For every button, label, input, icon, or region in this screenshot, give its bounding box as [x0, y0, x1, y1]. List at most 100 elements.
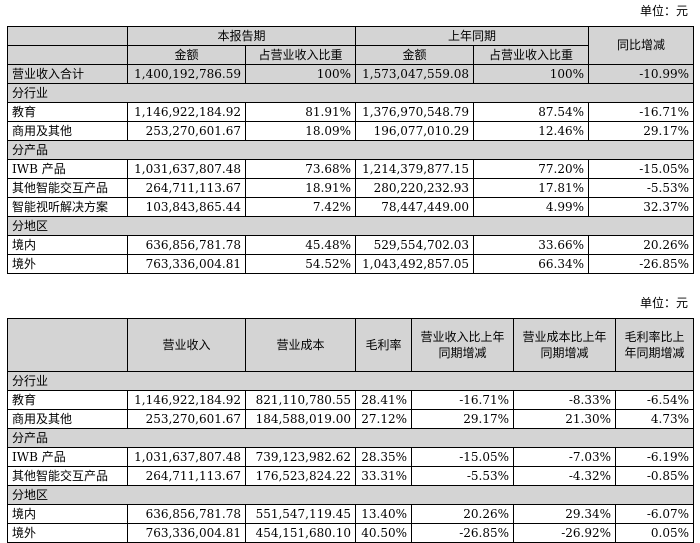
table-row: 境内 636,856,781.78 551,547,119.45 13.40% 20.2… — [7, 504, 694, 524]
yoy-change: -5.53% — [588, 178, 695, 198]
margin-value: 40.50% — [355, 523, 412, 543]
revenue-value: 636,856,781.78 — [127, 504, 246, 524]
yoy-change: 29.17% — [588, 121, 695, 141]
segment-margin-table: 营业收入 营业成本 毛利率 营业收入比上年同期增减 营业成本比上年同期增减 毛利… — [7, 318, 694, 543]
unit-label: 单位：元 — [639, 4, 688, 18]
section-header-row: 分行业 — [7, 371, 694, 391]
table-row: 商用及其他 253,270,601.67 184,588,019.00 27.12% 2… — [7, 409, 694, 429]
prior-ratio: 100% — [473, 64, 590, 84]
yoy-header: 同比增减 — [588, 26, 695, 65]
margin-yoy: -6.54% — [615, 390, 694, 410]
current-amount: 636,856,781.78 — [127, 235, 246, 255]
revenue-yoy: 29.17% — [411, 409, 514, 429]
cost-yoy: 21.30% — [513, 409, 616, 429]
amount-header: 金额 — [127, 45, 246, 65]
section-title: 分产品 — [6, 140, 695, 160]
table-row: 境外 763,336,004.81 54.52% 1,043,492,857.05 66… — [7, 254, 695, 274]
current-ratio: 81.91% — [244, 102, 357, 122]
table-row: 境外 763,336,004.81 454,151,680.10 40.50% -26.… — [7, 523, 694, 543]
table-row: 教育 1,146,922,184.92 81.91% 1,376,970,548.79… — [7, 102, 695, 122]
cost-yoy: -8.33% — [513, 390, 616, 410]
yoy-change: -16.71% — [588, 102, 695, 122]
revenue-yoy: -5.53% — [411, 466, 514, 486]
current-ratio: 7.42% — [244, 197, 357, 217]
row-label: 商用及其他 — [7, 121, 128, 141]
table-row: IWB 产品 1,031,637,807.48 739,123,982.62 28.3… — [7, 447, 694, 467]
row-label: 境内 — [7, 235, 128, 255]
prior-amount: 529,554,702.03 — [355, 235, 475, 255]
ratio-header: 占营业收入比重 — [473, 45, 590, 65]
cost-yoy-header: 营业成本比上年同期增减 — [513, 318, 616, 372]
row-label: 教育 — [7, 390, 128, 410]
current-amount: 1,031,637,807.48 — [127, 159, 246, 179]
current-amount: 1,146,922,184.92 — [127, 102, 246, 122]
prior-amount: 280,220,232.93 — [355, 178, 475, 198]
cost-yoy: -7.03% — [513, 447, 616, 467]
margin-yoy: -0.85% — [615, 466, 694, 486]
section-header-row: 分产品 — [7, 428, 694, 448]
current-ratio: 100% — [244, 64, 357, 84]
revenue-yoy: 20.26% — [411, 504, 514, 524]
cost-yoy: -4.32% — [513, 466, 616, 486]
revenue-yoy: -15.05% — [411, 447, 514, 467]
margin-value: 28.35% — [355, 447, 412, 467]
cost-yoy: 29.34% — [513, 504, 616, 524]
ratio-header: 占营业收入比重 — [244, 45, 357, 65]
revenue-composition-table: 本报告期 上年同期 同比增减 金额 占营业收入比重 金额 占营业收入比重 营业收… — [6, 26, 695, 274]
current-ratio: 45.48% — [244, 235, 357, 255]
row-label: 营业收入合计 — [7, 64, 128, 84]
row-label: IWB 产品 — [7, 447, 128, 467]
row-label: IWB 产品 — [7, 159, 128, 179]
section-header-row: 分地区 — [6, 216, 695, 236]
yoy-change: -15.05% — [588, 159, 695, 179]
prior-ratio: 17.81% — [473, 178, 590, 198]
revenue-value: 253,270,601.67 — [127, 409, 246, 429]
cost-value: 184,588,019.00 — [245, 409, 356, 429]
row-label: 其他智能交互产品 — [7, 178, 128, 198]
row-label: 境外 — [7, 523, 128, 543]
current-ratio: 54.52% — [244, 254, 357, 274]
section-header-row: 分行业 — [6, 83, 695, 103]
current-amount: 1,400,192,786.59 — [127, 64, 246, 84]
corner-cell — [7, 45, 128, 65]
prior-ratio: 12.46% — [473, 121, 590, 141]
cost-value: 176,523,824.22 — [245, 466, 356, 486]
corner-cell — [7, 318, 128, 372]
prior-amount: 78,447,449.00 — [355, 197, 475, 217]
table-row: 境内 636,856,781.78 45.48% 529,554,702.03 33.6… — [7, 235, 695, 255]
yoy-change: 32.37% — [588, 197, 695, 217]
yoy-change: 20.26% — [588, 235, 695, 255]
section-header-row: 分地区 — [7, 485, 694, 505]
current-ratio: 18.09% — [244, 121, 357, 141]
row-label: 境内 — [7, 504, 128, 524]
current-ratio: 73.68% — [244, 159, 357, 179]
revenue-value: 1,146,922,184.92 — [127, 390, 246, 410]
yoy-change: -26.85% — [588, 254, 695, 274]
table-row: IWB 产品 1,031,637,807.48 73.68% 1,214,379,87… — [7, 159, 695, 179]
margin-value: 27.12% — [355, 409, 412, 429]
cost-value: 739,123,982.62 — [245, 447, 356, 467]
current-ratio: 18.91% — [244, 178, 357, 198]
prior-ratio: 87.54% — [473, 102, 590, 122]
section-title: 分行业 — [6, 83, 695, 103]
revenue-yoy: -16.71% — [411, 390, 514, 410]
prior-ratio: 77.20% — [473, 159, 590, 179]
cost-value: 454,151,680.10 — [245, 523, 356, 543]
table-row: 商用及其他 253,270,601.67 18.09% 196,077,010.29 1… — [7, 121, 695, 141]
section-title: 分地区 — [6, 216, 695, 236]
prior-ratio: 4.99% — [473, 197, 590, 217]
section-title: 分地区 — [7, 485, 694, 505]
margin-value: 28.41% — [355, 390, 412, 410]
prior-ratio: 33.66% — [473, 235, 590, 255]
prior-amount: 1,573,047,559.08 — [355, 64, 475, 84]
unit-label: 单位：元 — [639, 296, 688, 310]
row-label: 境外 — [7, 254, 128, 274]
yoy-change: -10.99% — [588, 64, 695, 84]
row-label: 教育 — [7, 102, 128, 122]
cost-header: 营业成本 — [245, 318, 356, 372]
current-amount: 763,336,004.81 — [127, 254, 246, 274]
table-row: 智能视听解决方案 103,843,865.44 7.42% 78,447,449.00… — [7, 197, 695, 217]
section-header-row: 分产品 — [6, 140, 695, 160]
row-label: 智能视听解决方案 — [7, 197, 128, 217]
revenue-header: 营业收入 — [127, 318, 246, 372]
